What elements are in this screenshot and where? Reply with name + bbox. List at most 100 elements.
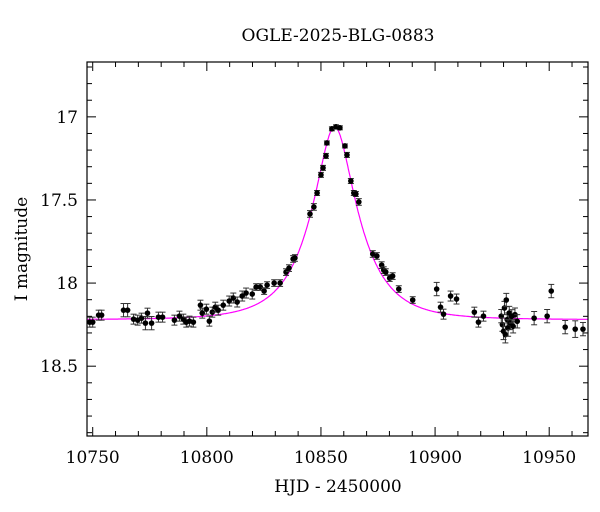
data-marker [409,297,416,303]
data-marker [234,299,240,305]
data-point [306,210,313,218]
data-point [320,164,327,171]
data-point [503,292,510,308]
y-axis-label: I magnitude [12,197,32,301]
data-marker [324,140,330,146]
x-tick-label: 10900 [408,448,462,468]
data-marker [155,314,162,320]
data-marker [120,307,127,313]
data-point [243,287,250,299]
data-point [475,316,482,328]
y-tick-labels: 17 17.5 18 18.5 [40,108,78,377]
data-marker [292,255,298,261]
data-point [148,315,155,331]
data-point [124,303,131,318]
data-point [389,272,396,280]
data-marker [562,324,568,330]
x-tick-label: 10750 [66,448,120,468]
data-point [437,301,444,313]
data-point [447,290,454,302]
data-point [171,314,178,326]
data-marker [544,313,550,319]
data-layer [86,124,586,344]
data-point [579,321,586,337]
x-tick-labels: 10750 10800 10850 10900 10950 [66,448,577,468]
data-marker [199,310,206,316]
data-point [285,264,292,272]
data-point [215,304,222,316]
data-point [239,290,246,302]
data-point [89,316,96,328]
y-tick-label: 18.5 [40,357,78,377]
data-point [544,309,551,324]
data-marker [307,211,313,217]
data-point [355,198,362,206]
data-point [277,279,284,287]
data-point [343,151,350,158]
model-layer [87,126,588,320]
data-marker [243,290,249,296]
data-marker [344,152,350,158]
data-marker [337,125,343,131]
data-marker [226,298,232,304]
data-marker [475,319,482,325]
data-point [498,309,505,324]
data-marker [190,319,197,325]
data-point [322,152,329,159]
data-marker [148,320,155,326]
data-point [382,268,389,276]
data-point [395,285,402,293]
data-point [440,308,447,320]
x-axis-label: HJD - 2450000 [274,477,402,497]
data-point [352,190,359,197]
data-marker [159,314,166,320]
data-marker [382,269,389,275]
data-marker [342,143,348,149]
data-point [373,252,380,260]
data-marker [471,309,478,315]
data-marker [353,191,359,197]
data-marker [395,286,402,292]
data-marker [580,326,586,332]
data-marker [440,311,447,317]
data-marker [503,297,510,303]
data-marker [433,286,440,292]
data-marker [197,302,204,308]
x-tick-label: 10850 [294,448,348,468]
data-marker [514,318,521,325]
data-point [283,268,290,276]
data-marker [447,293,454,299]
data-point [317,171,324,178]
data-point [291,254,298,262]
data-point [409,296,416,304]
data-point [220,299,227,311]
data-marker [356,199,362,205]
data-marker [98,312,105,318]
data-marker [89,319,96,325]
data-point [453,293,460,305]
data-point [562,319,569,335]
data-point [271,279,278,287]
data-marker [261,288,267,294]
data-marker [124,307,131,313]
data-point [190,316,197,328]
data-point [249,288,256,300]
model-curve [87,126,588,320]
data-marker [206,318,213,324]
data-point [234,296,241,308]
data-marker [283,269,289,275]
data-marker [253,284,259,290]
data-marker [548,288,555,294]
data-point [159,311,166,323]
data-marker [286,265,292,271]
data-point [310,203,317,211]
data-marker [264,282,270,288]
data-point [336,125,343,131]
data-point [433,281,440,297]
data-marker [437,304,444,310]
data-marker [572,326,579,332]
data-marker [215,307,222,313]
data-point [341,143,348,149]
data-point [480,310,487,322]
